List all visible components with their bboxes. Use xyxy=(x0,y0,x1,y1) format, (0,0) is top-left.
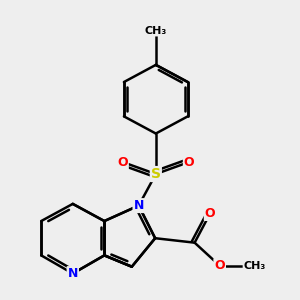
Text: CH₃: CH₃ xyxy=(145,26,167,36)
Text: O: O xyxy=(117,155,128,169)
Text: N: N xyxy=(68,267,78,280)
Text: S: S xyxy=(151,167,161,181)
Text: CH₃: CH₃ xyxy=(244,261,266,271)
Text: O: O xyxy=(205,207,215,220)
Text: O: O xyxy=(214,259,225,272)
Text: N: N xyxy=(134,199,144,212)
Text: O: O xyxy=(184,155,194,169)
